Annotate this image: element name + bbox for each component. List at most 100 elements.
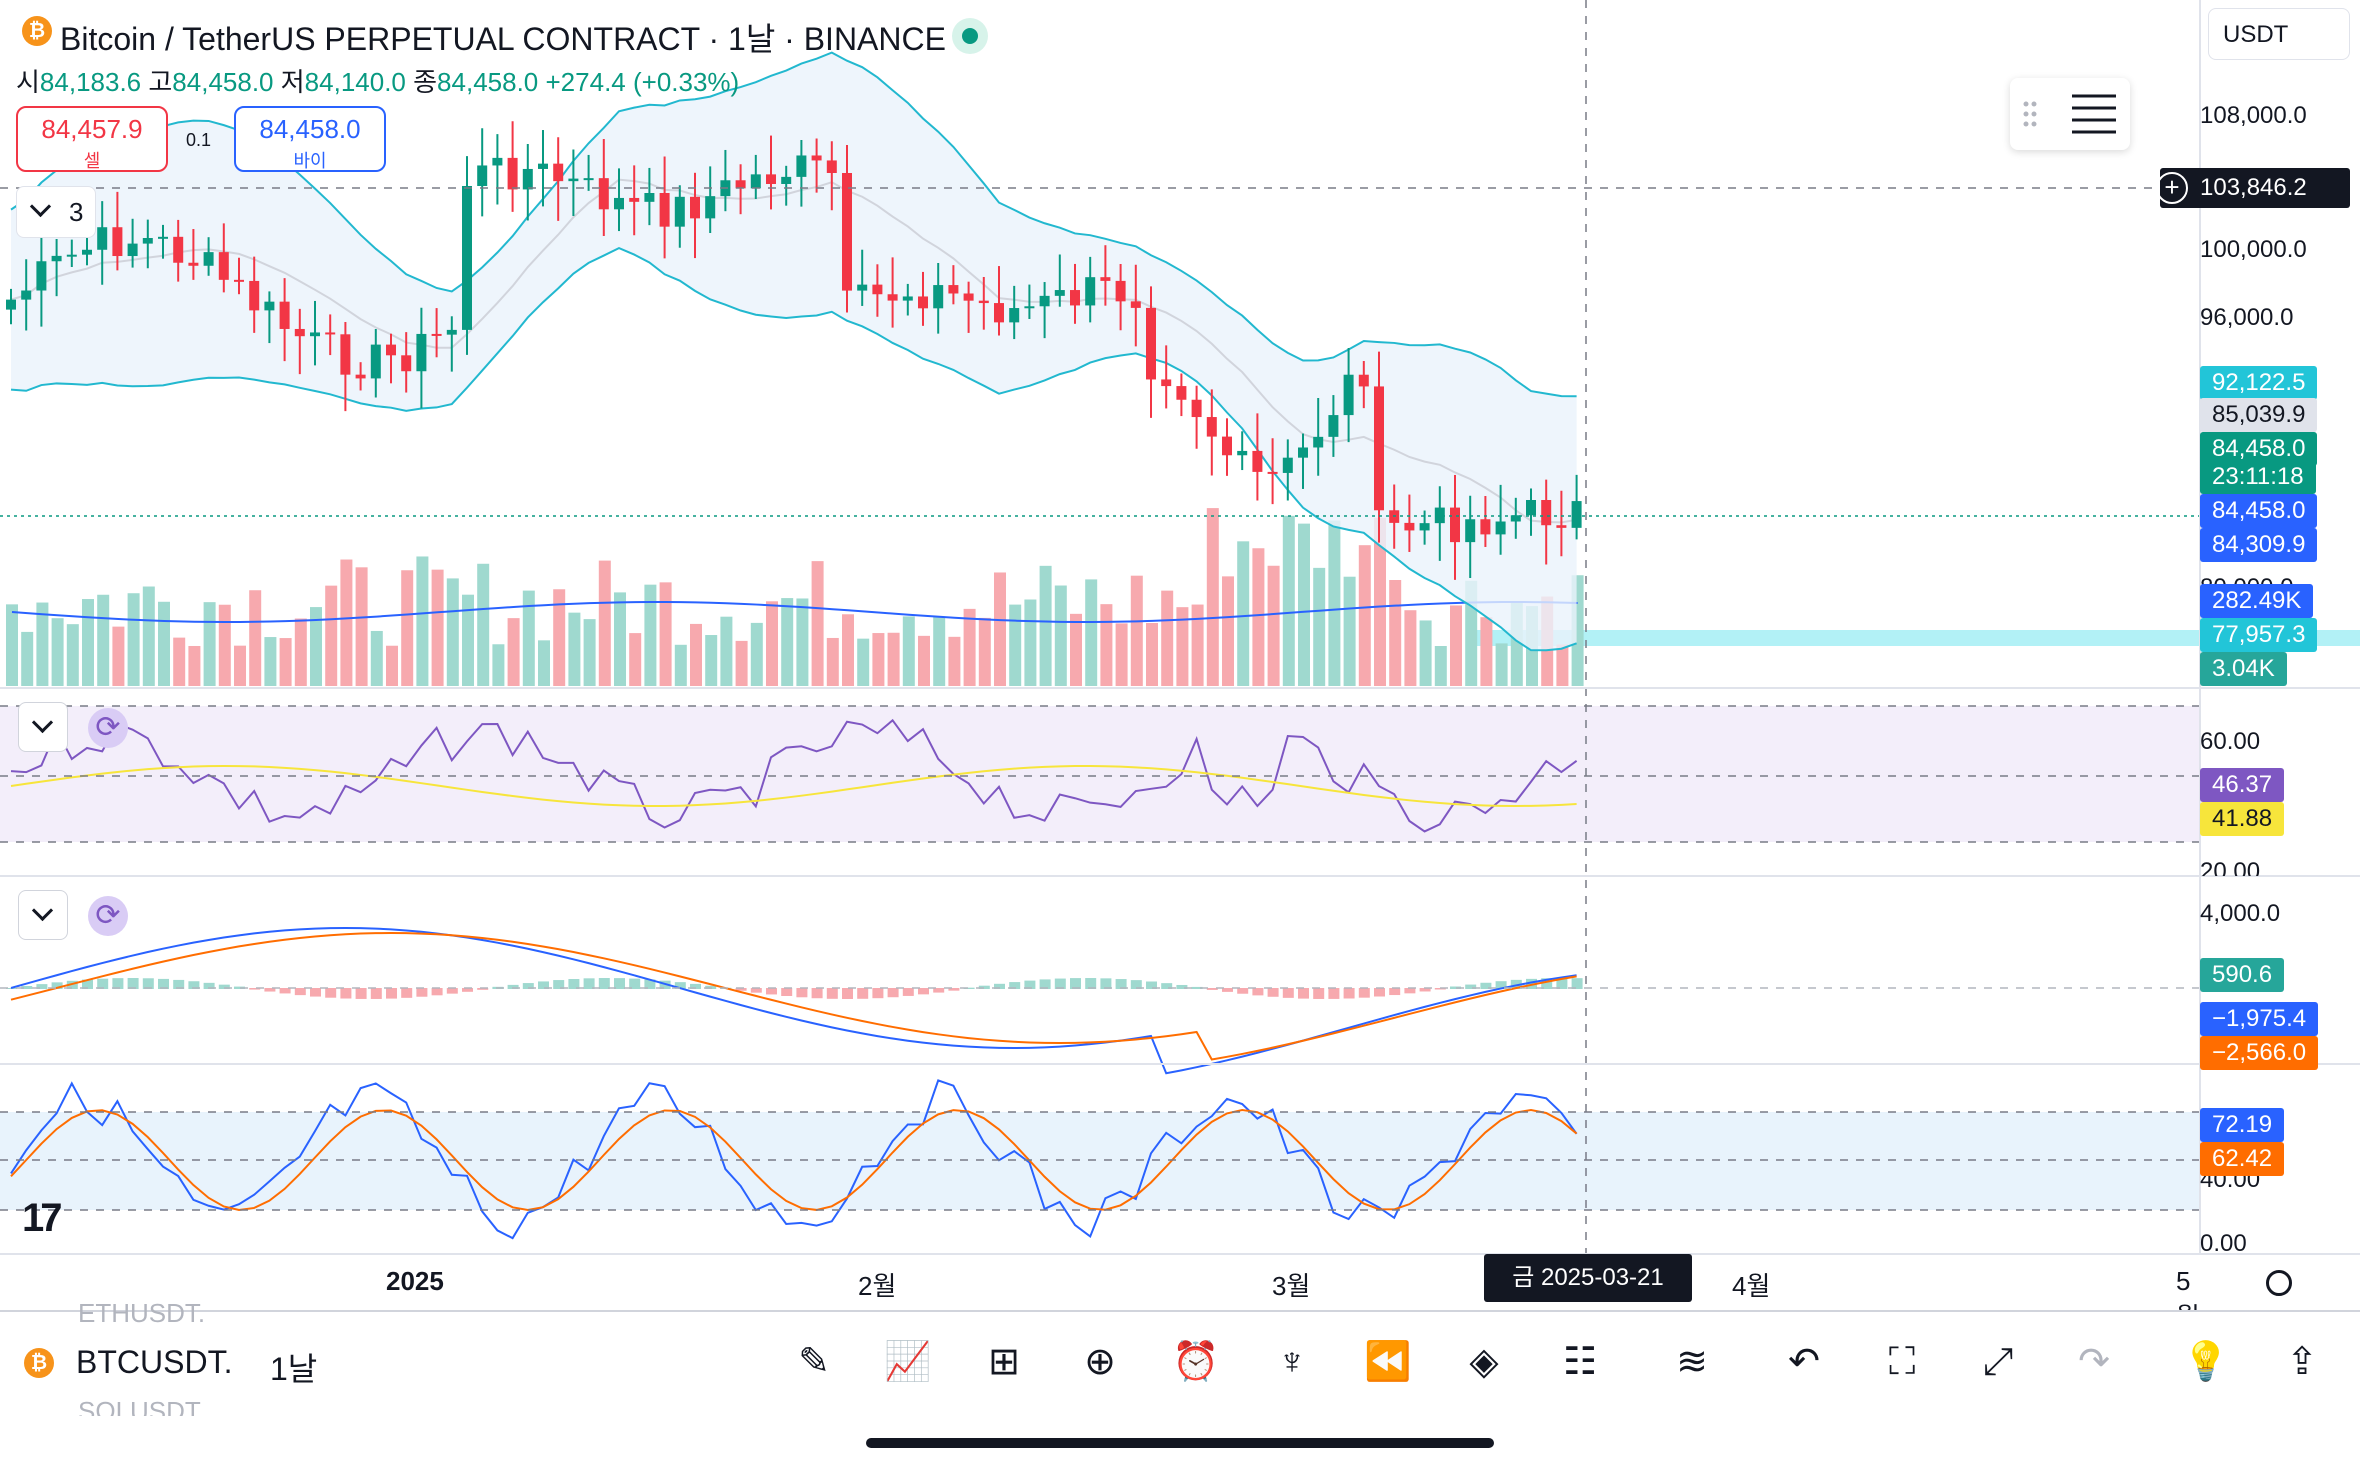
macd-histogram-bar: [781, 988, 793, 996]
candle-body: [659, 192, 670, 227]
candle-body: [887, 294, 898, 301]
stoch-value-tag: 72.19: [2200, 1108, 2285, 1142]
candle-body: [325, 332, 336, 335]
volume-bar: [142, 586, 155, 686]
candle-body: [401, 355, 412, 372]
candle-body: [1495, 521, 1506, 535]
chart-settings-icon[interactable]: [2266, 1270, 2292, 1296]
macd-histogram-bar: [1328, 988, 1340, 999]
stoch-value-tag: 62.42: [2200, 1142, 2285, 1176]
indicators-toggle[interactable]: 3: [16, 186, 96, 238]
volume-bar: [1252, 548, 1265, 686]
timeframe-button[interactable]: 1날: [270, 1351, 318, 1387]
crosshair-price-tag[interactable]: + 103,846.2: [2156, 168, 2350, 208]
compare-icon[interactable]: ≋: [1676, 1341, 1708, 1383]
alarm-icon[interactable]: ⏰: [1172, 1341, 1220, 1383]
macd-histogram-bar: [127, 978, 139, 989]
volume-bar: [21, 631, 34, 686]
sell-button[interactable]: 84,457.9 셀: [16, 106, 168, 172]
macd-histogram-bar: [766, 988, 777, 995]
sell-label: 셀: [83, 151, 101, 171]
volume-bar: [1100, 604, 1113, 686]
macd-histogram-bar: [462, 988, 473, 992]
macd-histogram-bar: [568, 979, 580, 989]
candle-body: [1176, 386, 1187, 400]
macd-histogram-bar: [142, 978, 154, 989]
next-symbol[interactable]: SOLUSDT.: [78, 1396, 206, 1416]
candle-body: [173, 236, 184, 263]
stoch-k-line: [10, 1079, 1578, 1240]
add-alert-icon[interactable]: +: [2156, 172, 2188, 204]
candle-body: [674, 196, 685, 227]
volume-bar: [948, 636, 961, 686]
settings-sliders-icon[interactable]: ☷: [1562, 1341, 1598, 1383]
candle-body: [1343, 374, 1354, 416]
symbol-button[interactable]: BTCUSDT.: [76, 1344, 233, 1380]
macd-histogram-bar: [1465, 984, 1477, 989]
candle-body: [735, 180, 746, 189]
layers-icon[interactable]: ◈: [1469, 1341, 1499, 1383]
candle-body: [51, 255, 62, 262]
object-tree-button[interactable]: [2010, 78, 2130, 150]
prev-symbol[interactable]: ETHUSDT.: [78, 1298, 206, 1328]
indicators-icon[interactable]: 📈: [884, 1341, 932, 1383]
home-indicator: [866, 1438, 1494, 1448]
volume-bar: [674, 644, 687, 686]
sync-icon[interactable]: ⟳: [88, 896, 128, 936]
open-value: 84,183.6: [39, 67, 142, 97]
chart-canvas[interactable]: [0, 0, 2360, 1310]
replay-icon[interactable]: ⏪: [1364, 1341, 1412, 1383]
pen-icon[interactable]: ✎: [798, 1341, 830, 1383]
volume-bar: [36, 602, 49, 686]
rsi-collapse-button[interactable]: [18, 702, 68, 752]
currency-selector[interactable]: USDT: [2208, 8, 2350, 60]
candle-body: [826, 160, 837, 173]
macd-histogram-bar: [629, 978, 641, 989]
add-icon[interactable]: ⊕: [1084, 1341, 1116, 1383]
macd-histogram-bar: [1130, 980, 1142, 989]
macd-histogram-bar: [1161, 983, 1173, 989]
candle-body: [690, 196, 700, 219]
idea-icon[interactable]: 💡: [2182, 1341, 2230, 1383]
macd-histogram-bar: [325, 988, 337, 998]
volume-bar: [66, 624, 79, 686]
candle-body: [1161, 379, 1172, 387]
buy-button[interactable]: 84,458.0 바이: [234, 106, 386, 172]
candle-body: [431, 333, 442, 336]
price-tag: 23:11:18: [2200, 460, 2316, 494]
candle-body: [1085, 277, 1096, 306]
macd-histogram-bar: [264, 988, 276, 992]
sync-icon[interactable]: ⟳: [88, 708, 128, 748]
macd-histogram-bar: [51, 982, 63, 989]
macd-histogram-bar: [446, 988, 458, 994]
volume-bar: [766, 601, 778, 686]
macd-histogram-bar: [477, 988, 489, 990]
volume-bar: [1237, 541, 1250, 686]
candle-body: [1024, 306, 1035, 309]
candle-icon[interactable]: ♆: [1277, 1341, 1307, 1383]
grid-icon[interactable]: ⊞: [988, 1341, 1020, 1383]
volume-bar: [158, 601, 170, 686]
candle-body: [294, 328, 305, 337]
candle-body: [1054, 290, 1065, 296]
macd-histogram-bar: [1419, 988, 1431, 992]
expand-icon[interactable]: ⤢: [1982, 1341, 2014, 1383]
volume-bar: [872, 633, 885, 686]
candle-body: [446, 329, 457, 335]
fullscreen-icon[interactable]: ⛶: [1888, 1341, 1916, 1383]
macd-histogram-bar: [538, 981, 549, 989]
macd-histogram-bar: [1541, 978, 1553, 989]
share-icon[interactable]: ⇪: [2286, 1341, 2318, 1383]
chart-title[interactable]: Bitcoin / TetherUS PERPETUAL CONTRACT · …: [60, 21, 946, 57]
volume-bar: [173, 637, 186, 686]
candle-body: [1434, 507, 1445, 524]
tradingview-logo[interactable]: 17: [22, 1196, 62, 1240]
time-axis-label: 3월: [1272, 1271, 1311, 1301]
macd-collapse-button[interactable]: [18, 890, 68, 940]
undo-icon[interactable]: ↶: [1788, 1341, 1820, 1383]
macd-histogram-bar: [173, 979, 185, 989]
candle-body: [796, 155, 807, 177]
candle-body: [781, 176, 792, 184]
price-tag: 84,309.9: [2200, 528, 2318, 562]
volume-bar: [416, 556, 429, 686]
